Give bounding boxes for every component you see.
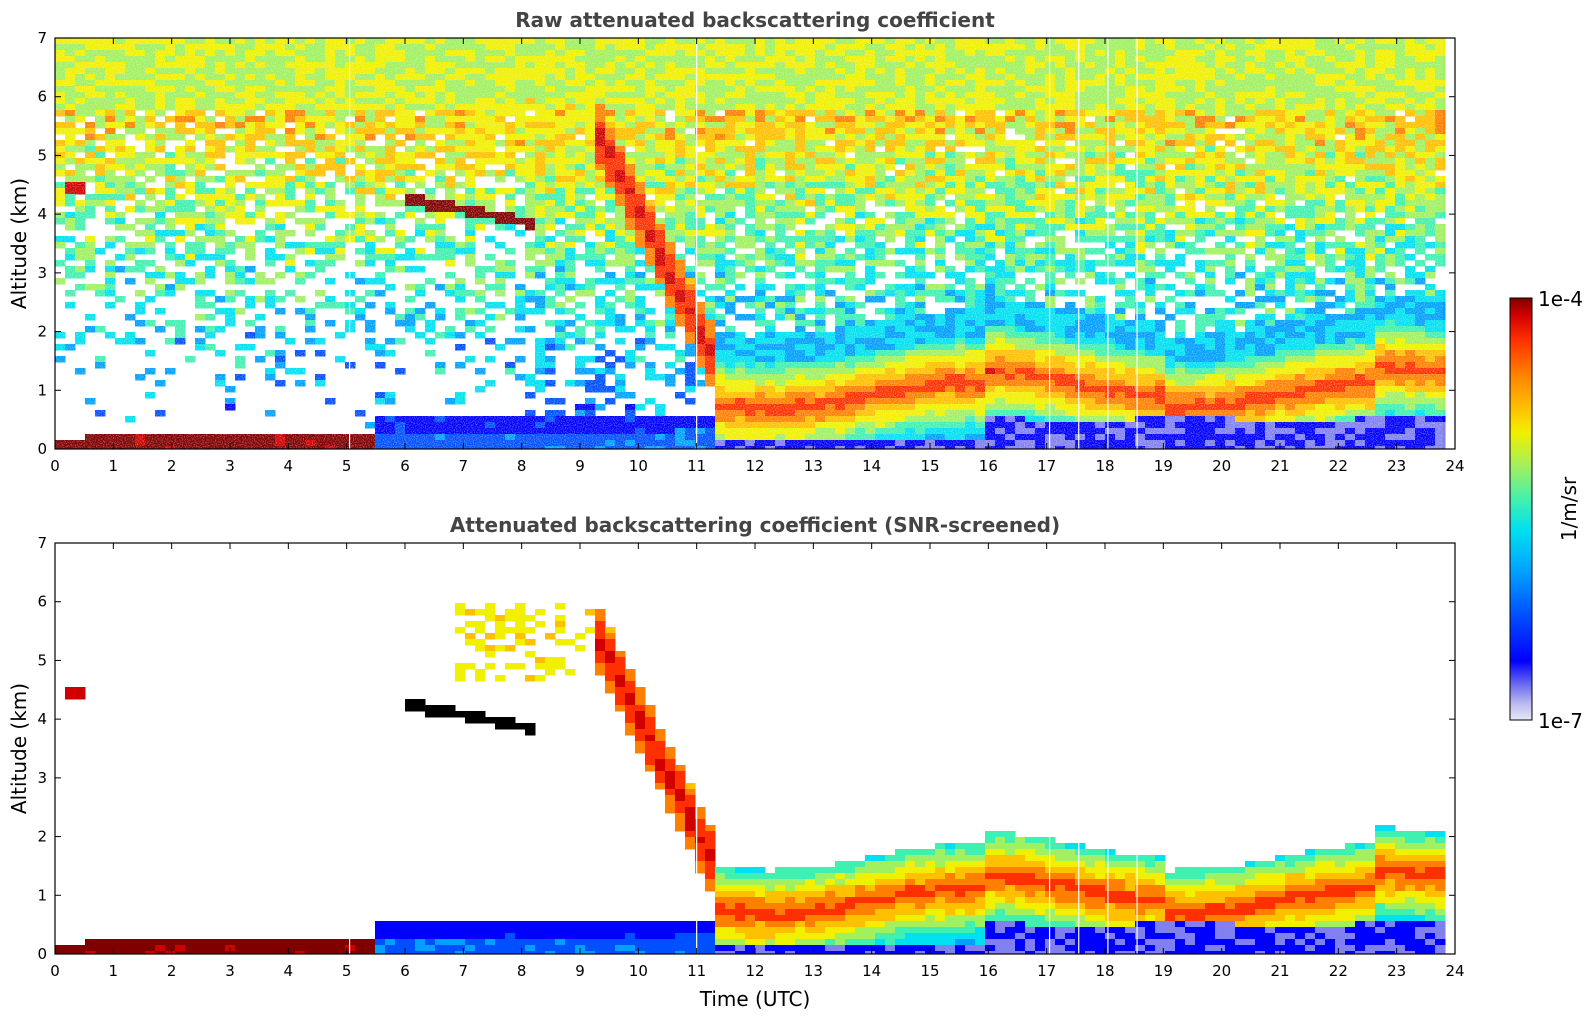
y-tick-label: 6 <box>37 593 47 611</box>
x-tick-label: 6 <box>400 457 410 475</box>
colorbar-gradient <box>1509 297 1533 721</box>
x-tick-label: 5 <box>342 962 352 980</box>
chart-title: Attenuated backscattering coefficient (S… <box>450 513 1060 537</box>
x-tick-label: 10 <box>629 962 648 980</box>
x-tick-label: 8 <box>517 962 527 980</box>
y-tick-label: 0 <box>37 945 47 963</box>
y-tick-label: 2 <box>37 323 47 341</box>
x-tick-label: 24 <box>1445 457 1464 475</box>
x-tick-label: 16 <box>979 457 998 475</box>
x-tick-label: 4 <box>284 962 294 980</box>
x-tick-label: 22 <box>1329 962 1348 980</box>
x-tick-label: 13 <box>804 962 823 980</box>
x-tick-label: 15 <box>920 962 939 980</box>
y-tick-label: 5 <box>37 651 47 669</box>
x-tick-label: 17 <box>1037 457 1056 475</box>
x-tick-label: 7 <box>459 457 469 475</box>
y-tick-label: 5 <box>37 146 47 164</box>
x-tick-label: 14 <box>862 457 881 475</box>
y-tick-label: 4 <box>37 710 47 728</box>
y-axis-label: Altitude (km) <box>7 178 31 309</box>
x-tick-label: 16 <box>979 962 998 980</box>
colorbar: 1e-4 1e-7 1/m/sr <box>1509 287 1583 733</box>
x-tick-label: 7 <box>459 962 469 980</box>
x-tick-label: 23 <box>1387 457 1406 475</box>
x-tick-label: 19 <box>1154 962 1173 980</box>
x-tick-label: 23 <box>1387 962 1406 980</box>
x-tick-label: 10 <box>629 457 648 475</box>
x-tick-label: 14 <box>862 962 881 980</box>
x-tick-label: 4 <box>284 457 294 475</box>
noise-overlay <box>55 38 1443 449</box>
heatmap-screened <box>55 543 1455 954</box>
heatmap-raw <box>55 38 1455 449</box>
x-tick-label: 20 <box>1212 457 1231 475</box>
x-tick-label: 13 <box>804 457 823 475</box>
x-tick-label: 1 <box>109 457 119 475</box>
y-axis-label: Altitude (km) <box>7 683 31 814</box>
colorbar-min-label: 1e-7 <box>1538 709 1583 733</box>
colorbar-unit-label: 1/m/sr <box>1557 476 1581 541</box>
x-tick-label: 2 <box>167 457 177 475</box>
x-tick-label: 12 <box>745 457 764 475</box>
y-tick-label: 6 <box>37 88 47 106</box>
x-tick-label: 2 <box>167 962 177 980</box>
axes: 0 1 2 3 4 5 6 7 8 9 10 11 12 13 14 15 16 17 18 19 20 21 22 23 24… <box>37 534 1464 980</box>
x-tick-label: 8 <box>517 457 527 475</box>
x-tick-label: 3 <box>225 457 235 475</box>
x-tick-label: 6 <box>400 962 410 980</box>
x-tick-label: 9 <box>575 457 585 475</box>
panel-raw: 0 1 2 3 4 5 6 7 8 9 10 11 12 13 14 15 16 17 18 19 20 21 22 23 24… <box>7 8 1465 475</box>
x-axis-label: Time (UTC) <box>699 987 811 1011</box>
x-tick-label: 3 <box>225 962 235 980</box>
y-tick-label: 4 <box>37 205 47 223</box>
y-tick-label: 3 <box>37 264 47 282</box>
y-tick-label: 3 <box>37 769 47 787</box>
axes: 0 1 2 3 4 5 6 7 8 9 10 11 12 13 14 15 16 17 18 19 20 21 22 23 24… <box>37 29 1464 475</box>
x-tick-label: 11 <box>687 962 706 980</box>
x-tick-label: 15 <box>920 457 939 475</box>
x-tick-label: 21 <box>1270 962 1289 980</box>
x-tick-label: 19 <box>1154 457 1173 475</box>
y-tick-label: 2 <box>37 828 47 846</box>
x-tick-label: 9 <box>575 962 585 980</box>
y-tick-label: 7 <box>37 534 47 552</box>
chart-title: Raw attenuated backscattering coefficien… <box>515 8 995 32</box>
x-tick-label: 12 <box>745 962 764 980</box>
y-tick-label: 1 <box>37 886 47 904</box>
y-tick-label: 7 <box>37 29 47 47</box>
x-tick-label: 22 <box>1329 457 1348 475</box>
colorbar-max-label: 1e-4 <box>1538 287 1583 311</box>
x-tick-label: 0 <box>50 962 60 980</box>
x-tick-label: 11 <box>687 457 706 475</box>
x-tick-label: 21 <box>1270 457 1289 475</box>
x-tick-label: 5 <box>342 457 352 475</box>
panel-screened: 0 1 2 3 4 5 6 7 8 9 10 11 12 13 14 15 16 17 18 19 20 21 22 23 24… <box>7 513 1465 1011</box>
y-tick-label: 0 <box>37 440 47 458</box>
x-tick-label: 18 <box>1095 457 1114 475</box>
x-tick-label: 1 <box>109 962 119 980</box>
x-tick-label: 20 <box>1212 962 1231 980</box>
x-tick-label: 0 <box>50 457 60 475</box>
x-tick-label: 24 <box>1445 962 1464 980</box>
x-tick-label: 18 <box>1095 962 1114 980</box>
x-tick-label: 17 <box>1037 962 1056 980</box>
y-tick-label: 1 <box>37 381 47 399</box>
